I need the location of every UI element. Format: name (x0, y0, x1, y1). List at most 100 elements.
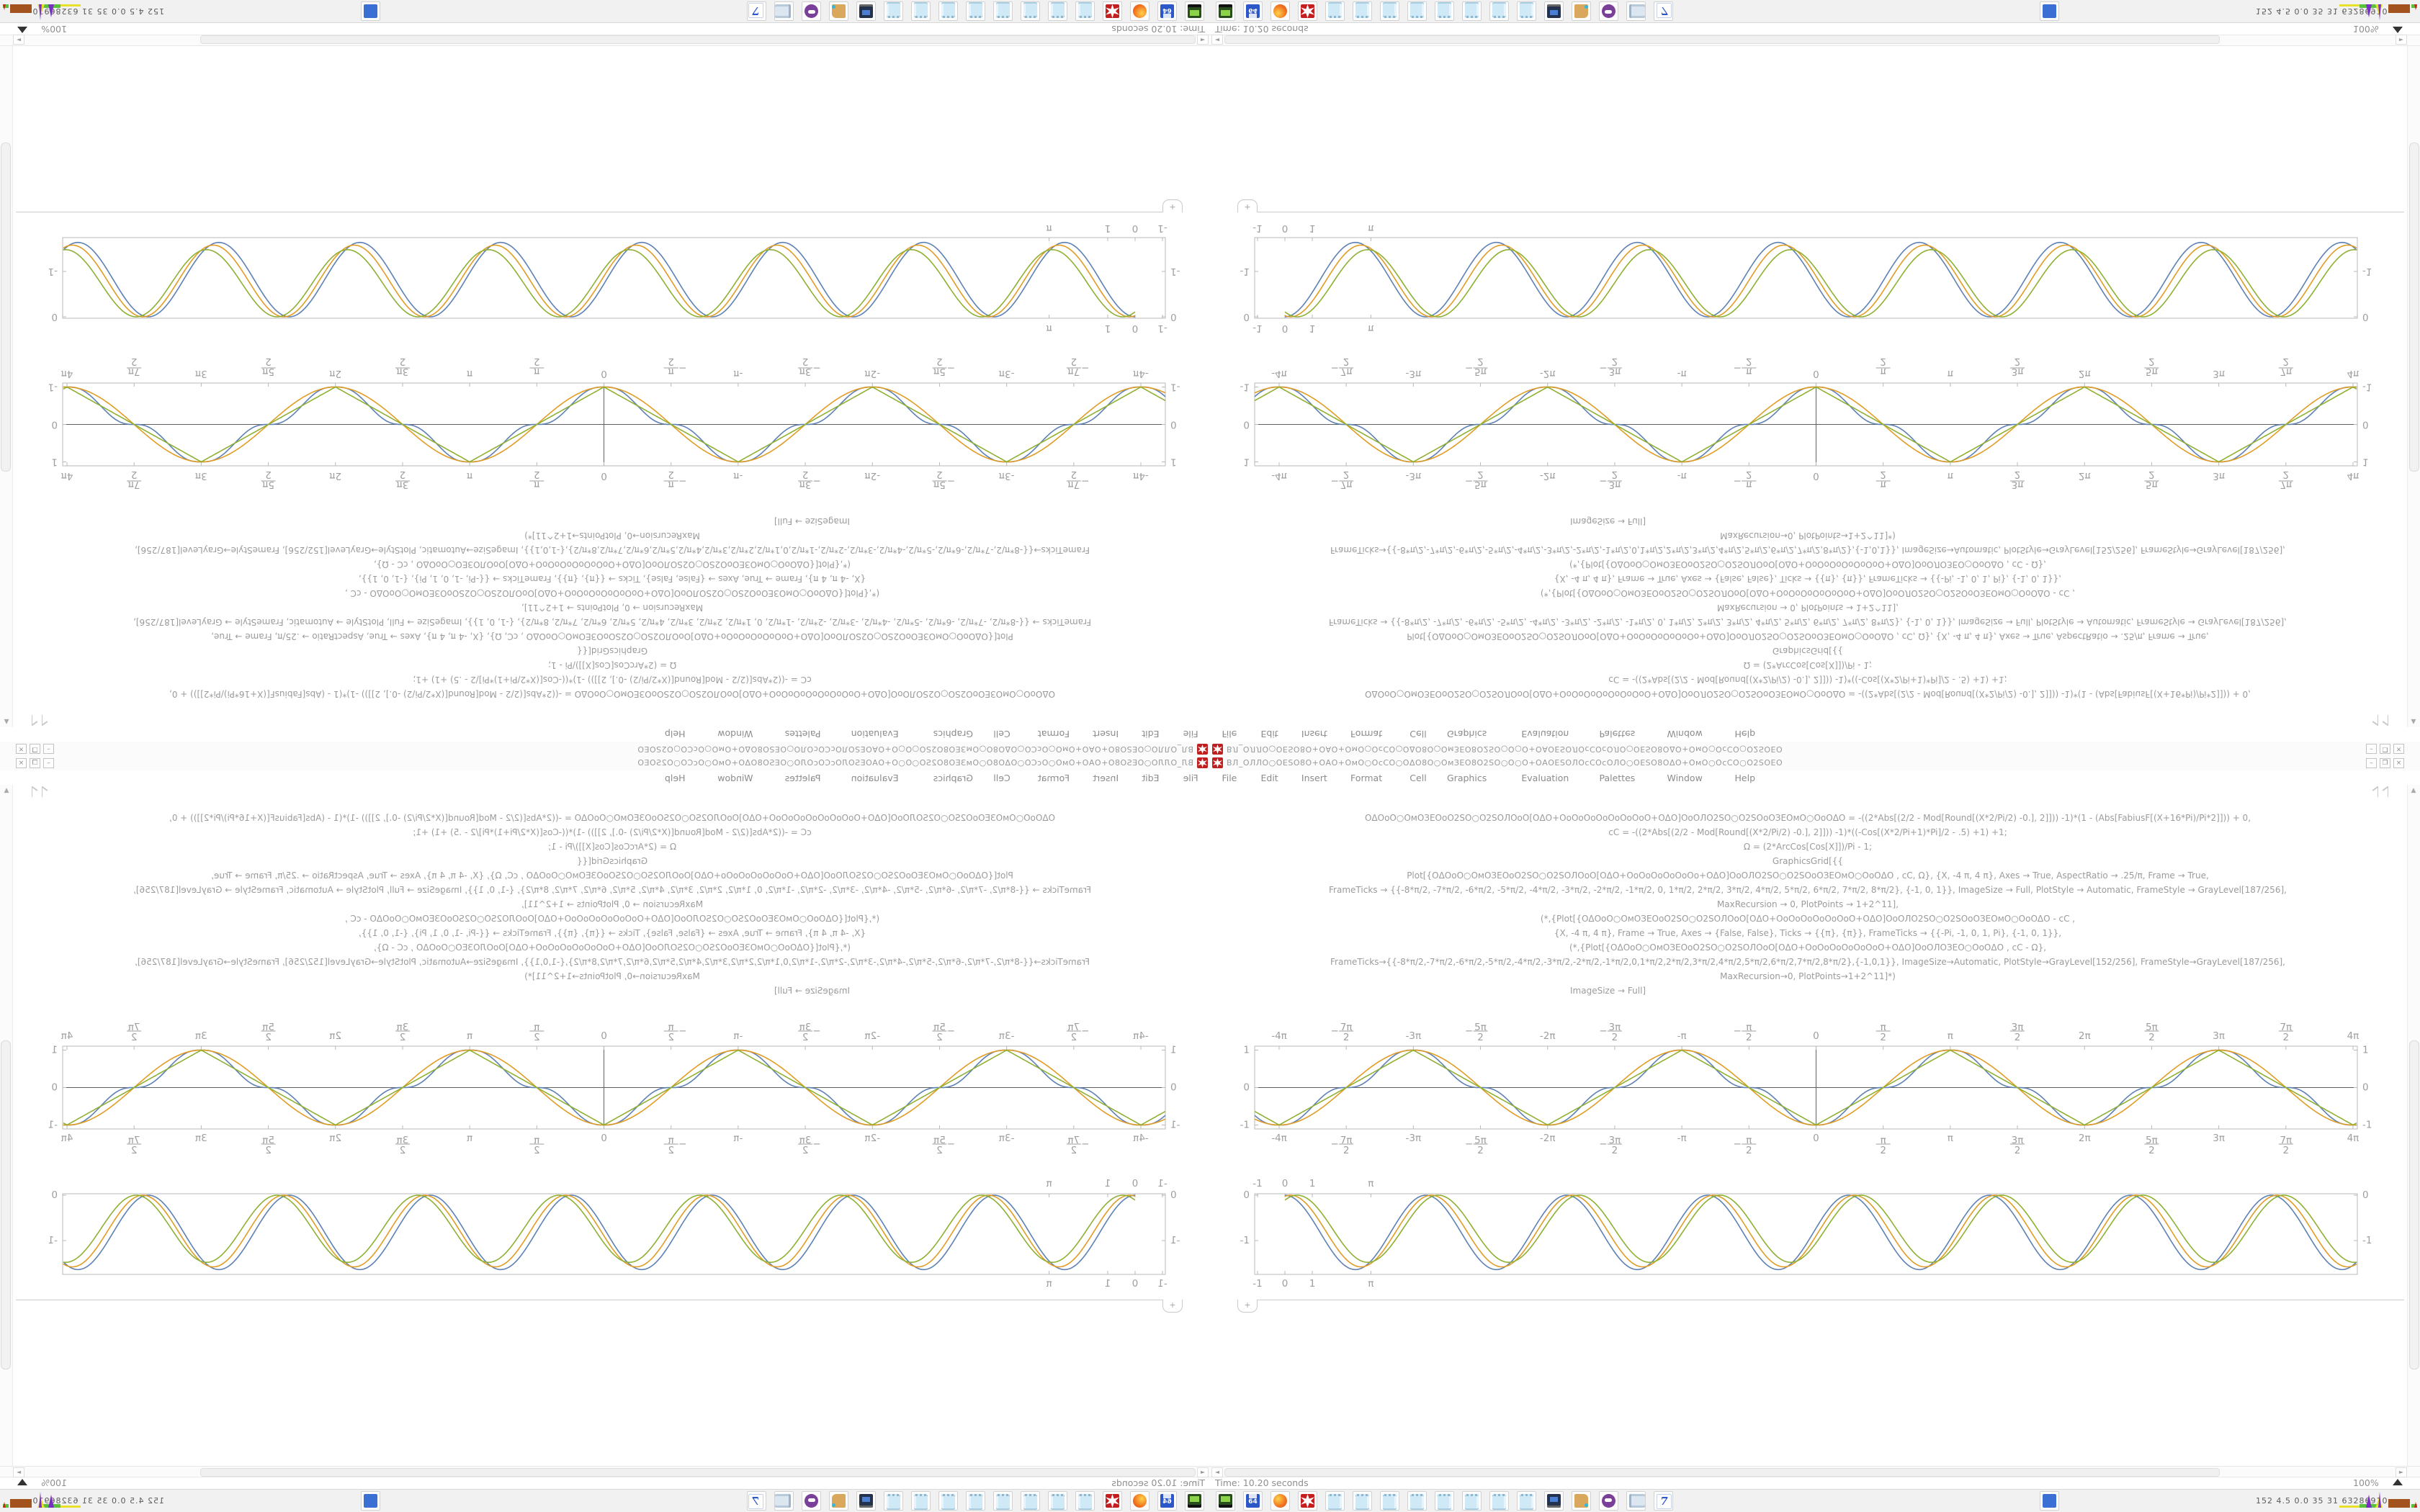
scroll-up-icon[interactable]: ▲ (4, 787, 9, 794)
menu-item-format[interactable]: Format (1350, 773, 1383, 783)
input-cell-2[interactable]: (*,{Plot[{ОΔОоО○ОмОЗЕОоО2SО○О2SОЛОоО[ОΔО… (1210, 514, 2406, 600)
floppy-64-icon[interactable]: 64 (1243, 1, 1263, 21)
vertical-scrollbar[interactable]: ▲ (0, 785, 13, 1466)
menu-item-evaluation[interactable]: Evaluation (1521, 729, 1569, 739)
horizontal-scrollbar[interactable]: ◄ ► (1210, 35, 2420, 46)
mathematica-spikey-icon[interactable] (1298, 1491, 1317, 1511)
monitor-icon[interactable] (1544, 1, 1564, 21)
blue-app-icon[interactable] (361, 1491, 380, 1511)
menu-item-help[interactable]: Help (665, 773, 686, 783)
blue-app-icon[interactable] (361, 1, 380, 21)
menu-item-palettes[interactable]: Palettes (1599, 773, 1636, 783)
folder-icon[interactable] (1572, 1, 1591, 21)
menu-item-file[interactable]: File (1183, 773, 1198, 783)
close-button[interactable]: × (16, 744, 27, 754)
vertical-scrollbar[interactable]: ▲ (2407, 785, 2420, 1466)
menu-item-graphics[interactable]: Graphics (1447, 773, 1487, 783)
restore-button[interactable]: ❐ (2380, 744, 2390, 754)
menu-item-window[interactable]: Window (717, 729, 753, 739)
vertical-scrollbar[interactable]: ▲ (2407, 46, 2420, 727)
blue-app-icon[interactable] (2040, 1, 2059, 21)
notepad-icon[interactable] (938, 1491, 958, 1511)
magnification-level[interactable]: 100% (2353, 1477, 2379, 1488)
cell-insert-plus-button[interactable]: + (1237, 199, 1258, 212)
notepad-icon[interactable] (884, 1, 903, 21)
notepad-icon[interactable] (1075, 1, 1095, 21)
notepad-icon[interactable] (1462, 1, 1482, 21)
blue-seven-icon[interactable]: 7 (1654, 1491, 1673, 1511)
horizontal-scrollbar[interactable]: ◄ ► (1210, 1466, 2420, 1477)
cell-insert-plus-button[interactable]: + (1162, 1300, 1183, 1313)
emulator-green-icon[interactable] (1185, 1, 1204, 21)
scroll-left-icon[interactable]: ◄ (1211, 35, 1223, 45)
emulator-green-icon[interactable] (1216, 1491, 1235, 1511)
cell-insert-plus-button[interactable]: + (1162, 199, 1183, 212)
menu-item-graphics[interactable]: Graphics (1447, 729, 1487, 739)
emulator-green-icon[interactable] (1216, 1, 1235, 21)
blue-seven-icon[interactable]: 7 (747, 1, 766, 21)
menu-item-cell[interactable]: Cell (1410, 729, 1427, 739)
notepad-icon[interactable] (1462, 1491, 1482, 1511)
monitor-icon[interactable] (1544, 1491, 1564, 1511)
folder-icon[interactable] (1572, 1491, 1591, 1511)
input-cell-1[interactable]: ОΔОоО○ОмОЗЕОоО2SО○О2SОЛОоО[ОΔО+ОоОоОоОоО… (1210, 811, 2406, 912)
notepad-icon[interactable] (1407, 1, 1427, 21)
notepad-icon[interactable] (1517, 1, 1536, 21)
purple-app-icon[interactable] (802, 1491, 821, 1511)
scroll-document-icon[interactable] (1626, 1491, 1646, 1511)
title-bar[interactable]: ВЛ_ОЛЛО○ОЕSО8О+ОАО+ОмО○ОсСО○ОΔО8О○ОмЗЕО8… (0, 756, 1210, 770)
vertical-scroll-thumb[interactable] (2409, 143, 2419, 472)
notepad-icon[interactable] (1380, 1491, 1399, 1511)
input-cell-2[interactable]: (*,{Plot[{ОΔОоО○ОмОЗЕОоО2SО○О2SОЛОоО[ОΔО… (14, 912, 1210, 998)
title-bar[interactable]: ВЛ_ОЛЛО○ОЕSО8О+ОАО+ОмО○ОсСО○ОΔО8О○ОмЗЕО8… (1210, 756, 2420, 770)
magnification-level[interactable]: 100% (41, 24, 67, 35)
menu-item-cell[interactable]: Cell (993, 773, 1010, 783)
menu-item-palettes[interactable]: Palettes (784, 773, 821, 783)
input-cell-1[interactable]: ОΔОоО○ОмОЗЕОоО2SО○О2SОЛОоО[ОΔО+ОоОоОоОоО… (14, 811, 1210, 912)
close-button[interactable]: × (16, 758, 27, 768)
menu-item-file[interactable]: File (1183, 729, 1198, 739)
scroll-left-icon[interactable]: ◄ (1211, 1467, 1223, 1477)
title-bar[interactable]: ВЛ_ОЛЛО○ОЕSО8О+ОАО+ОмО○ОсСО○ОΔО8О○ОмЗЕО8… (1210, 742, 2420, 756)
notepad-icon[interactable] (1325, 1491, 1345, 1511)
horizontal-scroll-thumb[interactable] (200, 35, 1196, 44)
menu-item-palettes[interactable]: Palettes (1599, 729, 1636, 739)
notepad-icon[interactable] (1489, 1, 1509, 21)
emulator-green-icon[interactable] (1185, 1491, 1204, 1511)
scroll-up-icon[interactable]: ▲ (4, 718, 9, 725)
menu-item-help[interactable]: Help (1734, 729, 1756, 739)
scroll-document-icon[interactable] (774, 1491, 794, 1511)
vertical-scroll-thumb[interactable] (1, 1040, 11, 1369)
notepad-icon[interactable] (993, 1, 1013, 21)
scroll-right-icon[interactable]: ► (13, 35, 24, 45)
menu-item-evaluation[interactable]: Evaluation (1521, 773, 1569, 783)
menu-item-file[interactable]: File (1222, 773, 1237, 783)
mathematica-spikey-icon[interactable] (1103, 1, 1122, 21)
scroll-right-icon[interactable]: ► (2396, 1467, 2407, 1477)
purple-app-icon[interactable] (1599, 1, 1618, 21)
blue-seven-icon[interactable]: 7 (1654, 1, 1673, 21)
minimize-button[interactable]: – (2366, 758, 2377, 768)
minimize-button[interactable]: – (2366, 744, 2377, 754)
notepad-icon[interactable] (1517, 1491, 1536, 1511)
menu-item-format[interactable]: Format (1037, 729, 1070, 739)
menu-item-edit[interactable]: Edit (1260, 729, 1278, 739)
notepad-icon[interactable] (966, 1491, 985, 1511)
scroll-up-icon[interactable]: ▲ (2411, 718, 2416, 725)
firefox-icon[interactable] (1130, 1491, 1150, 1511)
scroll-document-icon[interactable] (1626, 1, 1646, 21)
restore-button[interactable]: ❐ (30, 744, 40, 754)
menu-item-evaluation[interactable]: Evaluation (851, 729, 899, 739)
menu-item-insert[interactable]: Insert (1093, 773, 1119, 783)
floppy-64-icon[interactable]: 64 (1243, 1491, 1263, 1511)
menu-item-format[interactable]: Format (1350, 729, 1383, 739)
purple-app-icon[interactable] (1599, 1491, 1618, 1511)
notepad-icon[interactable] (1325, 1, 1345, 21)
scroll-left-icon[interactable]: ◄ (1197, 35, 1209, 45)
notepad-icon[interactable] (1407, 1491, 1427, 1511)
horizontal-scrollbar[interactable]: ◄ ► (0, 35, 1210, 46)
input-cell-2[interactable]: (*,{Plot[{ОΔОоО○ОмОЗЕОоО2SО○О2SОЛОоО[ОΔО… (1210, 912, 2406, 998)
monitor-icon[interactable] (856, 1491, 876, 1511)
close-button[interactable]: × (2393, 744, 2404, 754)
scroll-left-icon[interactable]: ◄ (1197, 1467, 1209, 1477)
